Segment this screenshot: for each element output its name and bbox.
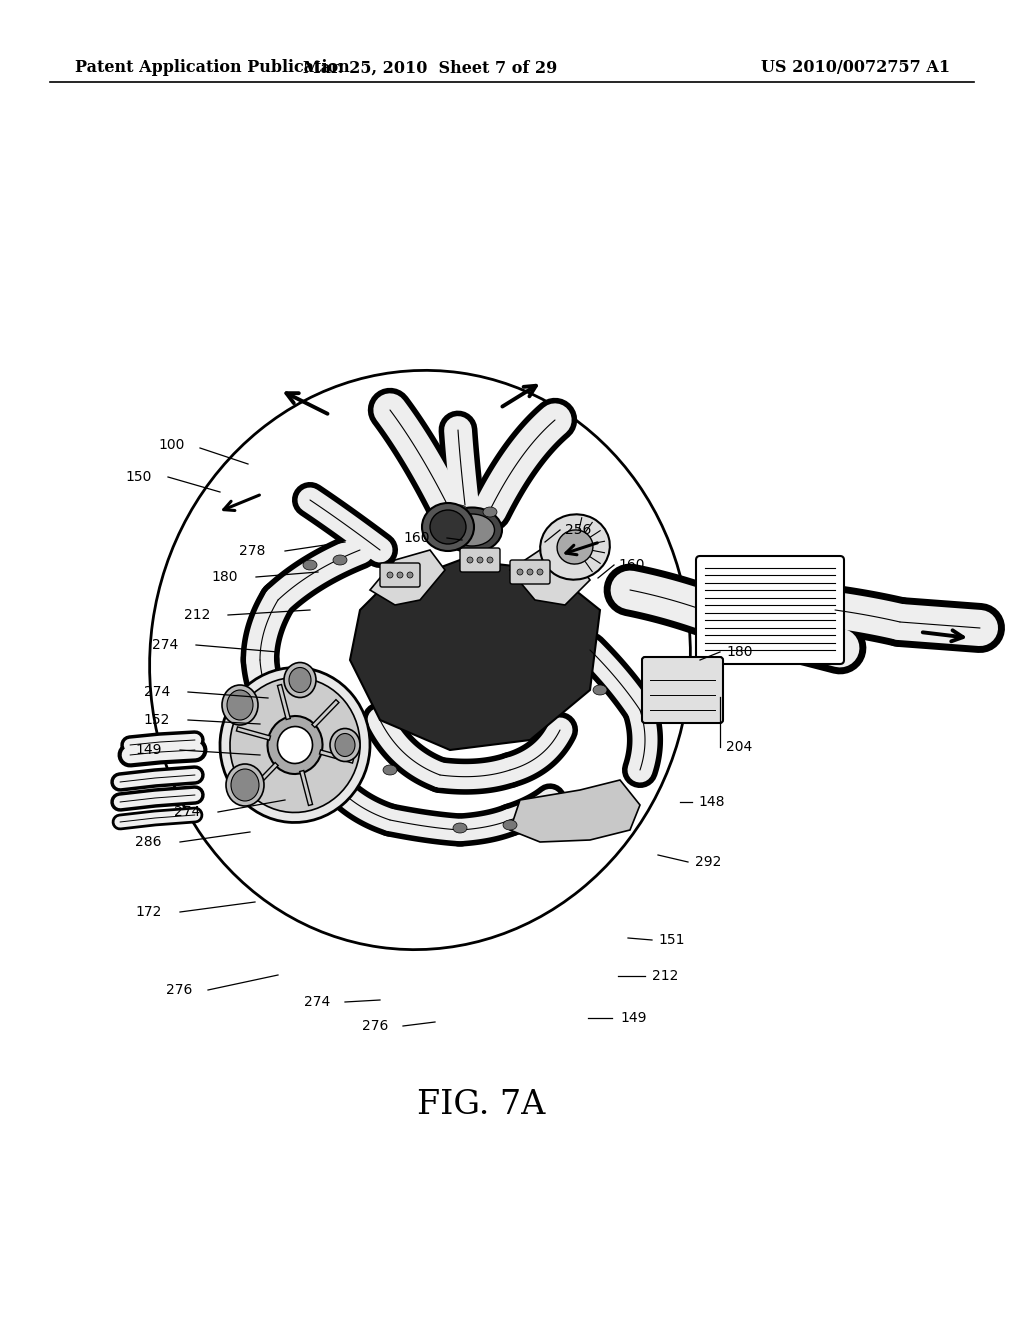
Ellipse shape: [226, 764, 264, 807]
Text: 274: 274: [152, 638, 178, 652]
Ellipse shape: [267, 715, 323, 774]
Text: 150: 150: [126, 470, 152, 484]
Ellipse shape: [150, 371, 690, 949]
Ellipse shape: [517, 569, 523, 576]
Text: 276: 276: [166, 983, 193, 997]
Ellipse shape: [289, 668, 311, 693]
Ellipse shape: [335, 734, 355, 756]
Ellipse shape: [333, 554, 347, 565]
Ellipse shape: [227, 690, 253, 719]
Text: 100: 100: [159, 438, 185, 451]
Text: 212: 212: [183, 609, 210, 622]
Ellipse shape: [230, 677, 360, 813]
Ellipse shape: [453, 822, 467, 833]
Text: Patent Application Publication: Patent Application Publication: [75, 59, 350, 77]
Ellipse shape: [537, 569, 543, 576]
Ellipse shape: [407, 572, 413, 578]
Polygon shape: [510, 780, 640, 842]
Text: 160: 160: [403, 531, 430, 545]
Text: 160: 160: [618, 558, 644, 572]
Text: 278: 278: [239, 544, 265, 558]
Text: 204: 204: [726, 741, 753, 754]
Ellipse shape: [450, 513, 495, 546]
FancyBboxPatch shape: [642, 657, 723, 723]
Ellipse shape: [483, 507, 497, 517]
FancyBboxPatch shape: [510, 560, 550, 583]
Text: 276: 276: [361, 1019, 388, 1034]
FancyBboxPatch shape: [380, 564, 420, 587]
Text: 212: 212: [652, 969, 678, 983]
Ellipse shape: [442, 507, 502, 553]
Text: 256: 256: [565, 523, 592, 537]
Ellipse shape: [541, 515, 610, 579]
Text: 180: 180: [726, 645, 753, 659]
Text: 152: 152: [143, 713, 170, 727]
Ellipse shape: [284, 663, 316, 697]
Text: 274: 274: [304, 995, 330, 1008]
Ellipse shape: [387, 572, 393, 578]
Ellipse shape: [453, 506, 467, 515]
Text: 149: 149: [620, 1011, 646, 1026]
Ellipse shape: [477, 557, 483, 564]
Ellipse shape: [467, 557, 473, 564]
Polygon shape: [350, 560, 600, 750]
FancyBboxPatch shape: [460, 548, 500, 572]
FancyBboxPatch shape: [696, 556, 844, 664]
Ellipse shape: [430, 510, 466, 544]
Polygon shape: [510, 550, 590, 605]
Text: Mar. 25, 2010  Sheet 7 of 29: Mar. 25, 2010 Sheet 7 of 29: [303, 59, 557, 77]
Text: 172: 172: [135, 906, 162, 919]
Ellipse shape: [593, 685, 607, 696]
Text: 286: 286: [135, 836, 162, 849]
Ellipse shape: [231, 770, 259, 801]
Text: 151: 151: [658, 933, 684, 946]
Text: 292: 292: [695, 855, 721, 869]
Ellipse shape: [557, 529, 593, 564]
Ellipse shape: [527, 569, 534, 576]
Ellipse shape: [397, 572, 403, 578]
Text: 274: 274: [143, 685, 170, 700]
Polygon shape: [370, 550, 445, 605]
Text: 148: 148: [698, 795, 725, 809]
Ellipse shape: [303, 560, 317, 570]
Ellipse shape: [503, 820, 517, 830]
Text: US 2010/0072757 A1: US 2010/0072757 A1: [761, 59, 950, 77]
Ellipse shape: [330, 729, 360, 762]
Ellipse shape: [278, 726, 312, 763]
Text: 274: 274: [174, 805, 200, 818]
Ellipse shape: [220, 668, 370, 822]
Text: FIG. 7A: FIG. 7A: [417, 1089, 546, 1121]
Ellipse shape: [487, 557, 493, 564]
Ellipse shape: [383, 766, 397, 775]
Text: 180: 180: [212, 570, 238, 583]
Ellipse shape: [422, 503, 474, 550]
Text: 149: 149: [135, 743, 162, 756]
Ellipse shape: [222, 685, 258, 725]
